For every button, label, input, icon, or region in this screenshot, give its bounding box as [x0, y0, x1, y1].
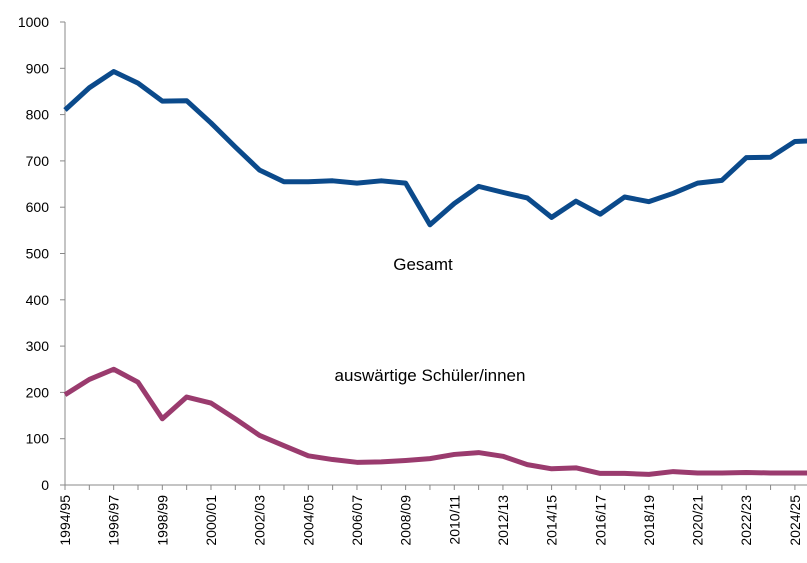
y-tick-label: 200 — [26, 384, 50, 400]
x-tick-label: 2008/09 — [398, 495, 414, 546]
x-tick-label: 2022/23 — [738, 495, 754, 546]
x-tick-label: 2002/03 — [252, 495, 268, 546]
series-label: Gesamt — [393, 255, 453, 274]
label-bg — [362, 250, 486, 276]
x-tick-label: 2010/11 — [446, 495, 462, 545]
x-tick-label: 2004/05 — [300, 495, 316, 546]
y-tick-label: 600 — [26, 199, 50, 215]
y-tick-label: 300 — [26, 338, 50, 354]
y-tick-label: 700 — [26, 153, 50, 169]
y-tick-label: 500 — [26, 246, 50, 262]
x-tick-label: 1996/97 — [106, 495, 122, 546]
y-tick-label: 900 — [26, 60, 50, 76]
x-tick-label: 1994/95 — [57, 495, 73, 546]
x-tick-label: 2018/19 — [641, 495, 657, 546]
line-series — [63, 366, 807, 477]
y-tick-label: 0 — [41, 477, 49, 493]
line-series — [63, 69, 807, 228]
y-tick-label: 400 — [26, 292, 50, 308]
x-tick-label: 2016/17 — [592, 495, 608, 546]
series-label: auswärtige Schüler/innen — [335, 366, 526, 385]
x-tick-label: 1998/99 — [154, 495, 170, 546]
x-tick-label: 2020/21 — [690, 495, 706, 546]
x-tick-label: 2024/25 — [787, 495, 803, 546]
y-tick-label: 800 — [26, 107, 50, 123]
y-tick-label: 100 — [26, 431, 50, 447]
x-tick-label: 2000/01 — [203, 495, 219, 546]
x-tick-label: 2006/07 — [349, 495, 365, 546]
x-tick-label: 2012/13 — [495, 495, 511, 546]
x-tick-label: 2014/15 — [544, 495, 560, 546]
y-tick-label: 1000 — [18, 14, 49, 30]
